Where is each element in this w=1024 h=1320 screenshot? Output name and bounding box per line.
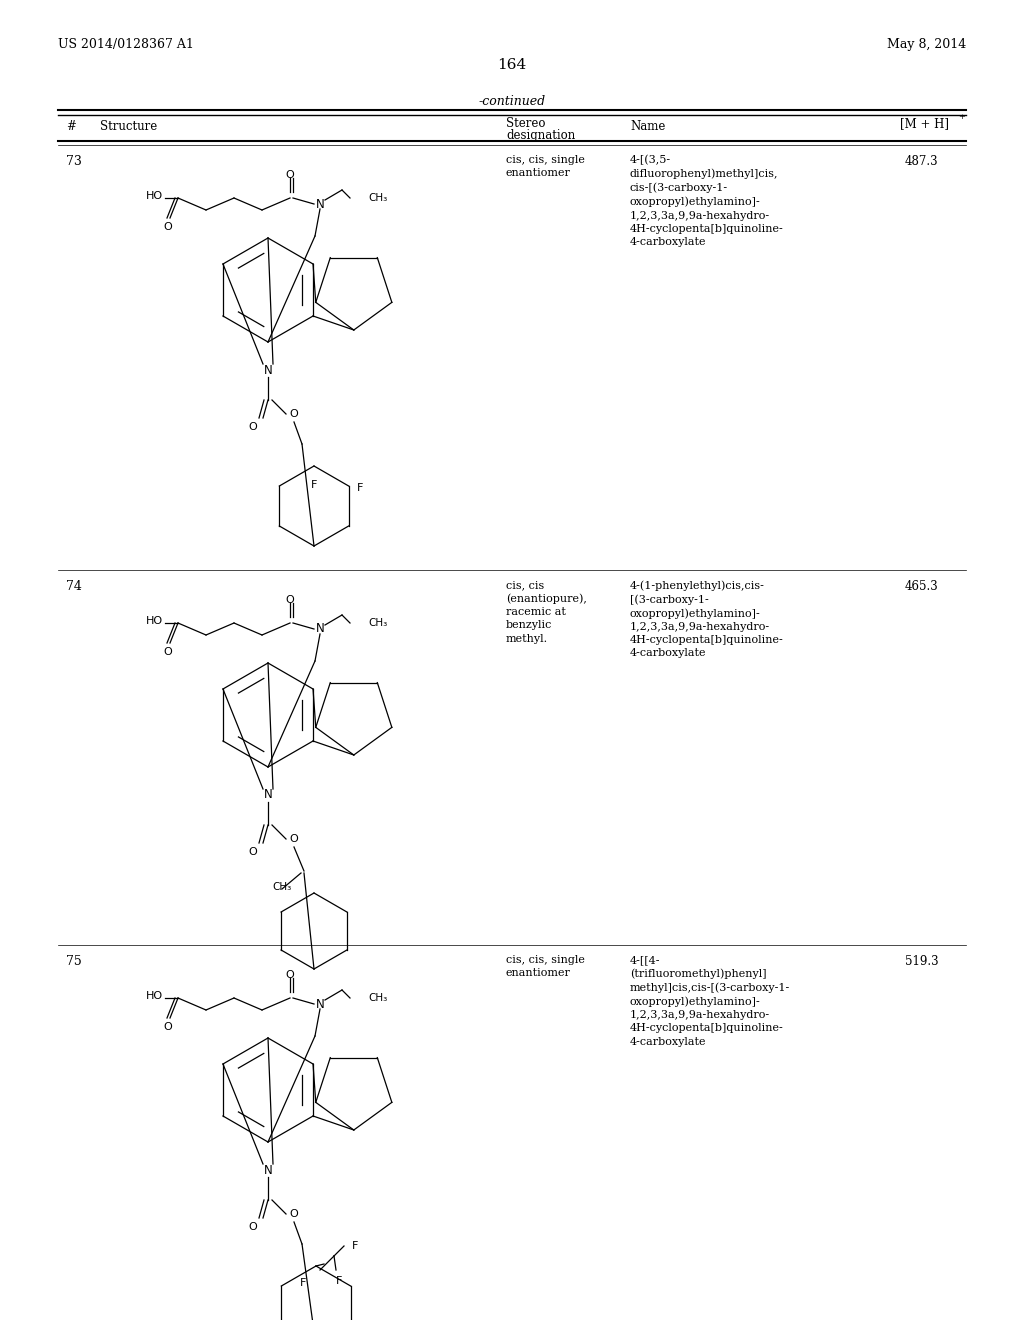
Text: 164: 164 <box>498 58 526 73</box>
Text: CH₃: CH₃ <box>368 993 387 1003</box>
Text: #: # <box>66 120 76 133</box>
Text: Name: Name <box>630 120 666 133</box>
Text: cis, cis, single
enantiomer: cis, cis, single enantiomer <box>506 154 585 178</box>
Text: CH₃: CH₃ <box>368 193 387 203</box>
Text: HO: HO <box>145 191 163 201</box>
Text: O: O <box>290 834 298 843</box>
Text: F: F <box>300 1278 306 1288</box>
Text: O: O <box>286 970 294 979</box>
Text: F: F <box>311 480 317 490</box>
Text: O: O <box>290 1209 298 1218</box>
Text: -continued: -continued <box>478 95 546 108</box>
Text: CH₃: CH₃ <box>272 882 292 892</box>
Text: [M + H]: [M + H] <box>900 117 949 129</box>
Text: N: N <box>263 788 272 801</box>
Text: O: O <box>249 422 257 432</box>
Text: designation: designation <box>506 129 575 143</box>
Text: 465.3: 465.3 <box>905 579 939 593</box>
Text: 4-[(3,5-
difluorophenyl)methyl]cis,
cis-[(3-carboxy-1-
oxopropyl)ethylamino]-
1,: 4-[(3,5- difluorophenyl)methyl]cis, cis-… <box>630 154 783 247</box>
Text: N: N <box>315 623 325 635</box>
Text: O: O <box>290 409 298 418</box>
Text: 519.3: 519.3 <box>905 954 939 968</box>
Text: N: N <box>263 1163 272 1176</box>
Text: 4-(1-phenylethyl)cis,cis-
[(3-carboxy-1-
oxopropyl)ethylamino]-
1,2,3,3a,9,9a-he: 4-(1-phenylethyl)cis,cis- [(3-carboxy-1-… <box>630 579 783 659</box>
Text: HO: HO <box>145 991 163 1001</box>
Text: 487.3: 487.3 <box>905 154 939 168</box>
Text: +: + <box>958 114 965 121</box>
Text: F: F <box>352 1241 358 1251</box>
Text: 4-[[4-
(trifluoromethyl)phenyl]
methyl]cis,cis-[(3-carboxy-1-
oxopropyl)ethylami: 4-[[4- (trifluoromethyl)phenyl] methyl]c… <box>630 954 791 1047</box>
Text: cis, cis, single
enantiomer: cis, cis, single enantiomer <box>506 954 585 978</box>
Text: May 8, 2014: May 8, 2014 <box>887 38 966 51</box>
Text: F: F <box>356 483 364 492</box>
Text: US 2014/0128367 A1: US 2014/0128367 A1 <box>58 38 194 51</box>
Text: 73: 73 <box>66 154 82 168</box>
Text: O: O <box>286 595 294 605</box>
Text: 74: 74 <box>66 579 82 593</box>
Text: O: O <box>164 1022 172 1032</box>
Text: HO: HO <box>145 616 163 626</box>
Text: 75: 75 <box>66 954 82 968</box>
Text: O: O <box>249 1222 257 1232</box>
Text: N: N <box>315 198 325 210</box>
Text: O: O <box>286 170 294 180</box>
Text: O: O <box>249 847 257 857</box>
Text: N: N <box>315 998 325 1011</box>
Text: F: F <box>336 1276 342 1286</box>
Text: O: O <box>164 647 172 657</box>
Text: CH₃: CH₃ <box>368 618 387 628</box>
Text: O: O <box>164 222 172 232</box>
Text: Stereo: Stereo <box>506 117 546 129</box>
Text: Structure: Structure <box>100 120 158 133</box>
Text: cis, cis
(enantiopure),
racemic at
benzylic
methyl.: cis, cis (enantiopure), racemic at benzy… <box>506 579 587 644</box>
Text: N: N <box>263 363 272 376</box>
